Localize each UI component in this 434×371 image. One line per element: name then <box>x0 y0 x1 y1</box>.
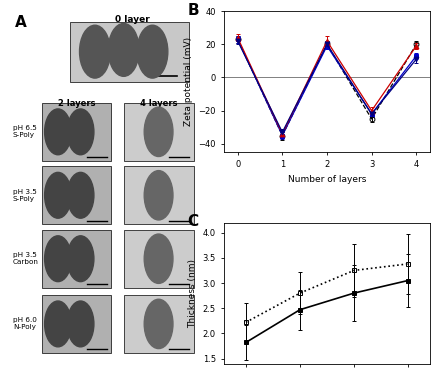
Bar <box>124 103 194 161</box>
Text: pH 6.5
S-Poly: pH 6.5 S-Poly <box>13 125 36 138</box>
Circle shape <box>45 301 71 347</box>
Circle shape <box>144 171 173 220</box>
Text: pH 3.5
S-Poly: pH 3.5 S-Poly <box>13 189 36 202</box>
Bar <box>124 295 194 353</box>
Bar <box>42 103 112 161</box>
Bar <box>42 230 112 288</box>
Text: pH 6.0
N-Poly: pH 6.0 N-Poly <box>13 318 36 331</box>
Y-axis label: Thickness (nm): Thickness (nm) <box>188 259 197 328</box>
Circle shape <box>67 173 94 218</box>
Circle shape <box>144 234 173 283</box>
Circle shape <box>108 23 139 76</box>
Bar <box>124 230 194 288</box>
Bar <box>124 166 194 224</box>
Text: pH 3.5
Carbon: pH 3.5 Carbon <box>13 252 39 265</box>
Circle shape <box>67 109 94 155</box>
Text: B: B <box>187 3 199 18</box>
Circle shape <box>67 236 94 282</box>
Circle shape <box>144 107 173 157</box>
Circle shape <box>79 25 110 78</box>
Bar <box>70 22 189 82</box>
Bar <box>42 295 112 353</box>
Text: 0 layer: 0 layer <box>115 14 149 24</box>
Circle shape <box>144 299 173 349</box>
Circle shape <box>67 301 94 347</box>
Bar <box>42 166 112 224</box>
Circle shape <box>45 173 71 218</box>
Text: A: A <box>15 14 26 30</box>
Text: 2 layers: 2 layers <box>58 99 95 108</box>
Circle shape <box>137 25 168 78</box>
Y-axis label: Zeta potential (mV): Zeta potential (mV) <box>184 37 193 126</box>
Circle shape <box>45 109 71 155</box>
Circle shape <box>45 236 71 282</box>
Text: 4 layers: 4 layers <box>140 99 178 108</box>
Text: C: C <box>187 214 198 229</box>
X-axis label: Number of layers: Number of layers <box>288 175 366 184</box>
